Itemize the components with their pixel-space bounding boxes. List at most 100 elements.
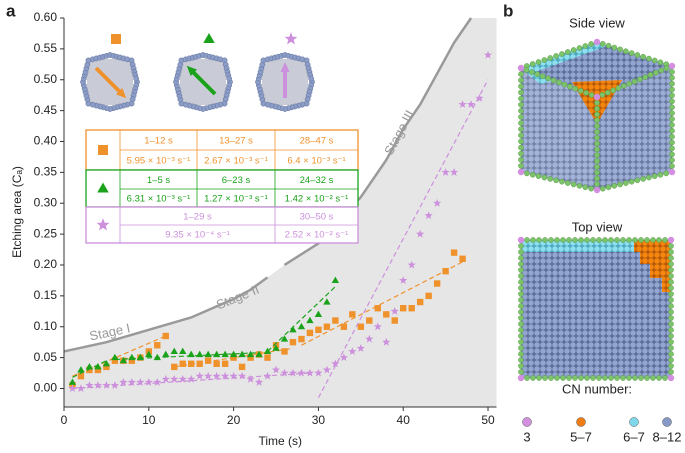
- x-tick-label: 50: [481, 413, 495, 427]
- square-marker: [357, 323, 365, 330]
- edge-atom: [570, 47, 577, 53]
- edge-atom: [651, 57, 658, 64]
- edge-atom: [594, 146, 600, 153]
- edge-atom: [669, 133, 675, 140]
- triangle-marker: [272, 344, 280, 351]
- table-rate: 6.4 × 10⁻³ s⁻¹: [287, 156, 345, 167]
- edge-atom: [541, 174, 548, 181]
- triangle-marker: [263, 347, 272, 354]
- star-marker: [93, 381, 102, 389]
- edge-atom: [656, 375, 662, 381]
- edge-atom: [605, 42, 612, 49]
- edge-atom: [518, 333, 524, 339]
- triangle-marker: [323, 298, 331, 305]
- star-marker: [424, 211, 433, 220]
- star-marker: [450, 168, 459, 176]
- edge-atom: [529, 171, 536, 178]
- square-marker: [425, 292, 432, 300]
- legend-swatch: [662, 417, 672, 427]
- square-marker: [230, 354, 237, 361]
- triangle-marker: [196, 350, 204, 358]
- edge-atom: [594, 163, 600, 170]
- star-marker: [76, 384, 86, 392]
- triangle-marker: [238, 350, 246, 358]
- edge-atom: [583, 90, 589, 96]
- edge-atom: [640, 176, 646, 182]
- edge-atom: [518, 279, 524, 285]
- edge-atom: [668, 351, 674, 357]
- edge-atom: [662, 375, 668, 381]
- triangle-marker: [221, 350, 229, 358]
- star-marker: [229, 371, 238, 380]
- edge-atom: [631, 78, 638, 85]
- edge-atom: [632, 375, 638, 381]
- edge-atom: [650, 237, 656, 243]
- square-marker: [366, 317, 373, 324]
- square-marker: [103, 363, 110, 371]
- edge-atom: [554, 375, 560, 381]
- edge-atom: [518, 273, 524, 279]
- edge-atom: [582, 43, 589, 49]
- star-marker: [416, 229, 425, 238]
- edge-atom: [518, 309, 524, 315]
- edge-atom: [626, 237, 632, 243]
- legend-title: CN number:: [562, 381, 632, 396]
- edge-atom: [668, 321, 674, 327]
- edge-atom: [669, 80, 675, 87]
- star-marker: [356, 344, 365, 352]
- star-marker: [271, 365, 281, 374]
- table-time: 30–50 s: [300, 212, 334, 223]
- edge-atom: [658, 67, 665, 74]
- star-marker: [254, 378, 264, 386]
- star-marker: [119, 378, 128, 386]
- edge-atom: [608, 375, 614, 381]
- star-marker: [467, 100, 476, 108]
- y-tick-label: 0.35: [34, 165, 58, 179]
- edge-atom: [668, 315, 674, 321]
- edge-atom: [556, 79, 562, 86]
- edge-atom: [524, 237, 530, 243]
- triangle-marker: [306, 316, 314, 324]
- table-time: 13–27 s: [219, 136, 253, 147]
- square-marker: [188, 360, 195, 367]
- edge-atom: [604, 89, 611, 96]
- square-marker: [111, 357, 119, 364]
- square-marker: [408, 305, 415, 312]
- edge-atom: [566, 375, 572, 381]
- star-marker: [178, 374, 187, 383]
- edge-atom: [611, 44, 618, 51]
- edge-atom: [646, 174, 652, 181]
- edge-atom: [518, 132, 524, 139]
- edge-atom: [669, 104, 675, 111]
- edge-atom: [637, 76, 643, 83]
- edge-atom: [518, 126, 524, 132]
- triangle-marker: [111, 353, 119, 361]
- x-tick-label: 30: [312, 413, 326, 427]
- edge-atom: [518, 101, 524, 108]
- edge-atom: [644, 375, 650, 381]
- star-marker: [68, 384, 77, 392]
- region-fill: [64, 18, 497, 407]
- edge-atom: [572, 85, 579, 92]
- edge-atom: [668, 273, 674, 279]
- edge-atom: [663, 65, 670, 72]
- star-marker: [458, 100, 467, 108]
- panel-label: b: [503, 1, 513, 20]
- edge-atom: [529, 61, 536, 67]
- edge-atom: [668, 345, 674, 351]
- edge-atom: [638, 237, 644, 243]
- edge-atom: [560, 375, 566, 381]
- y-tick-label: 0.10: [34, 319, 58, 333]
- star-marker: [322, 365, 331, 374]
- legend-label: 3: [523, 429, 530, 444]
- y-tick-label: 0.60: [34, 10, 58, 24]
- table-time: 6–23 s: [222, 175, 251, 186]
- star-marker: [263, 371, 272, 380]
- star-marker: [288, 368, 298, 377]
- table-time: 28–47 s: [300, 136, 334, 147]
- star-marker: [187, 374, 196, 383]
- edge-atom: [614, 375, 620, 381]
- y-tick-label: 0.40: [34, 134, 58, 148]
- square-marker: [459, 255, 466, 263]
- star-marker: [399, 276, 408, 284]
